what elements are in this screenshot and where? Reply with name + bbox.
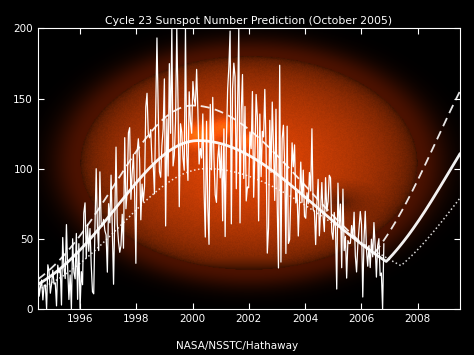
Title: Cycle 23 Sunspot Number Prediction (October 2005): Cycle 23 Sunspot Number Prediction (Octo… — [105, 16, 392, 26]
Text: NASA/NSSTC/Hathaway: NASA/NSSTC/Hathaway — [176, 342, 298, 351]
